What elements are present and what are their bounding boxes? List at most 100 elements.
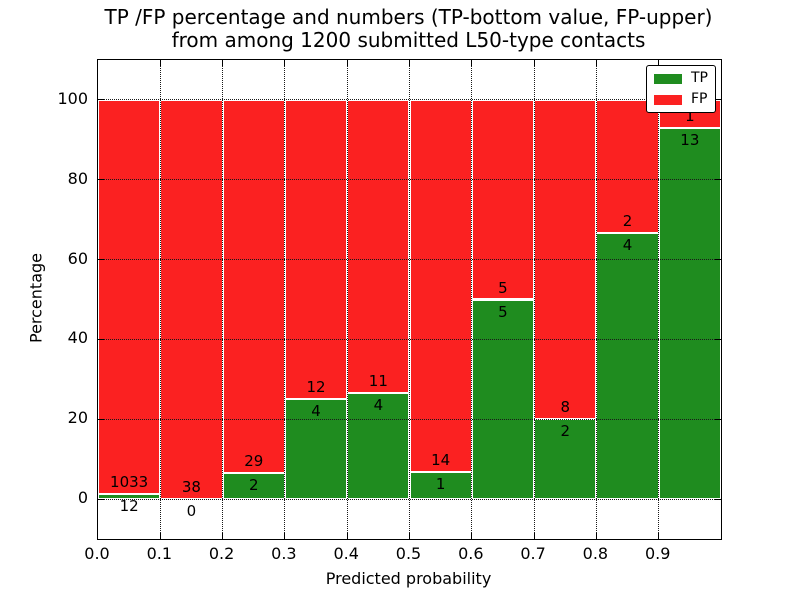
y-tick-mark xyxy=(715,99,721,101)
tp-count-label: 5 xyxy=(498,302,508,321)
fp-count-label: 12 xyxy=(306,378,326,397)
x-tick-label: 0.3 xyxy=(271,544,297,563)
gridline-vertical xyxy=(284,60,286,539)
y-tick-label: 40 xyxy=(67,328,88,348)
fp-bar-segment xyxy=(409,99,472,473)
tp-bar-segment xyxy=(409,472,472,500)
y-tick-mark xyxy=(98,99,104,101)
tp-count-label: 13 xyxy=(680,131,700,150)
gridline-horizontal xyxy=(98,99,721,101)
y-tick-label: 20 xyxy=(67,408,88,428)
y-tick-mark xyxy=(98,418,104,420)
x-tick-mark xyxy=(471,60,473,66)
x-tick-label: 0.6 xyxy=(458,544,484,563)
plot-area: TP FP 1033 12 38 0 29 2 12 4 11 4 14 1 5 5 8 2 2 4 1 13 xyxy=(97,59,722,540)
x-tick-mark xyxy=(471,533,473,539)
x-tick-label: 0.1 xyxy=(146,544,173,563)
x-tick-label: 0.0 xyxy=(84,544,110,563)
x-tick-mark xyxy=(658,60,660,66)
fp-bar-segment xyxy=(471,99,535,300)
y-tick-mark xyxy=(98,338,104,340)
gridline-vertical xyxy=(159,60,161,539)
gridline-horizontal xyxy=(98,259,721,261)
gridline-horizontal xyxy=(98,338,721,340)
y-tick-label: 60 xyxy=(67,248,88,268)
y-tick-mark xyxy=(715,418,721,420)
y-tick-mark xyxy=(715,338,721,340)
x-tick-mark xyxy=(595,60,597,66)
fp-bar-segment xyxy=(160,99,223,500)
tp-count-label: 4 xyxy=(373,395,384,414)
legend: TP FP xyxy=(646,65,716,113)
tp-bar-segment xyxy=(534,419,597,500)
x-tick-label: 0.7 xyxy=(520,544,546,563)
gridline-vertical xyxy=(409,60,410,539)
x-tick-mark xyxy=(222,60,224,66)
y-tick-mark xyxy=(715,498,721,500)
gridline-vertical xyxy=(346,60,348,539)
tp-count-label: 2 xyxy=(560,422,571,441)
x-tick-mark xyxy=(409,533,410,539)
tp-count-label: 1 xyxy=(435,475,446,494)
y-tick-label: 0 xyxy=(77,488,88,508)
x-tick-mark xyxy=(284,533,286,539)
x-tick-label: 0.5 xyxy=(395,544,422,563)
fp-bar-segment xyxy=(284,99,348,400)
legend-item-tp: TP xyxy=(654,71,708,86)
fp-bar-segment xyxy=(347,99,410,393)
tp-count-label: 12 xyxy=(119,497,139,516)
x-axis-label: Predicted probability xyxy=(325,569,492,588)
fp-count-label: 1033 xyxy=(110,473,149,492)
fp-count-label: 14 xyxy=(431,451,451,470)
fp-bar-segment xyxy=(596,99,659,233)
fp-count-label: 5 xyxy=(498,278,508,297)
legend-item-fp: FP xyxy=(654,92,708,107)
fp-count-label: 2 xyxy=(622,211,633,230)
x-tick-mark xyxy=(346,533,348,539)
y-tick-mark xyxy=(715,179,721,181)
x-tick-label: 0.4 xyxy=(333,544,359,563)
y-tick-mark xyxy=(98,179,104,181)
x-tick-mark xyxy=(658,533,660,539)
tp-bar-segment xyxy=(284,399,348,500)
fp-count-label: 38 xyxy=(181,478,201,497)
gridline-horizontal xyxy=(98,498,721,500)
x-tick-mark xyxy=(409,60,410,66)
x-tick-label: 0.2 xyxy=(208,544,235,563)
x-tick-mark xyxy=(533,60,535,66)
y-tick-mark xyxy=(98,259,104,261)
tp-bar-segment xyxy=(471,299,535,500)
fp-count-label: 11 xyxy=(368,371,388,390)
x-tick-mark xyxy=(533,533,535,539)
tp-bar-segment xyxy=(658,128,721,500)
x-tick-mark xyxy=(595,533,597,539)
tp-count-label: 4 xyxy=(311,402,321,421)
x-tick-mark xyxy=(284,60,286,66)
gridline-vertical xyxy=(595,60,597,539)
y-tick-mark xyxy=(98,498,104,500)
fp-bar-segment xyxy=(222,99,285,474)
gridline-vertical xyxy=(471,60,473,539)
fp-legend-swatch xyxy=(654,94,682,105)
tp-legend-label: TP xyxy=(691,70,708,86)
tp-bar-segment xyxy=(596,232,659,500)
tp-legend-swatch xyxy=(654,73,682,84)
x-tick-label: 0.9 xyxy=(644,544,671,563)
fp-count-label: 29 xyxy=(244,452,264,471)
gridline-vertical xyxy=(533,60,535,539)
x-tick-mark xyxy=(159,60,161,66)
fp-bar-segment xyxy=(98,99,161,495)
fp-legend-label: FP xyxy=(691,91,708,107)
fp-count-label: 1 xyxy=(685,107,695,126)
tp-count-label: 4 xyxy=(622,235,633,254)
tp-bar-segment xyxy=(347,392,410,500)
x-tick-mark xyxy=(346,60,348,66)
gridline-vertical xyxy=(658,60,660,539)
tp-count-label: 0 xyxy=(186,502,197,521)
gridline-horizontal xyxy=(98,179,721,181)
tp-count-label: 2 xyxy=(248,476,259,495)
x-tick-mark xyxy=(159,533,161,539)
gridline-horizontal xyxy=(98,418,721,420)
fp-count-label: 8 xyxy=(560,398,571,417)
